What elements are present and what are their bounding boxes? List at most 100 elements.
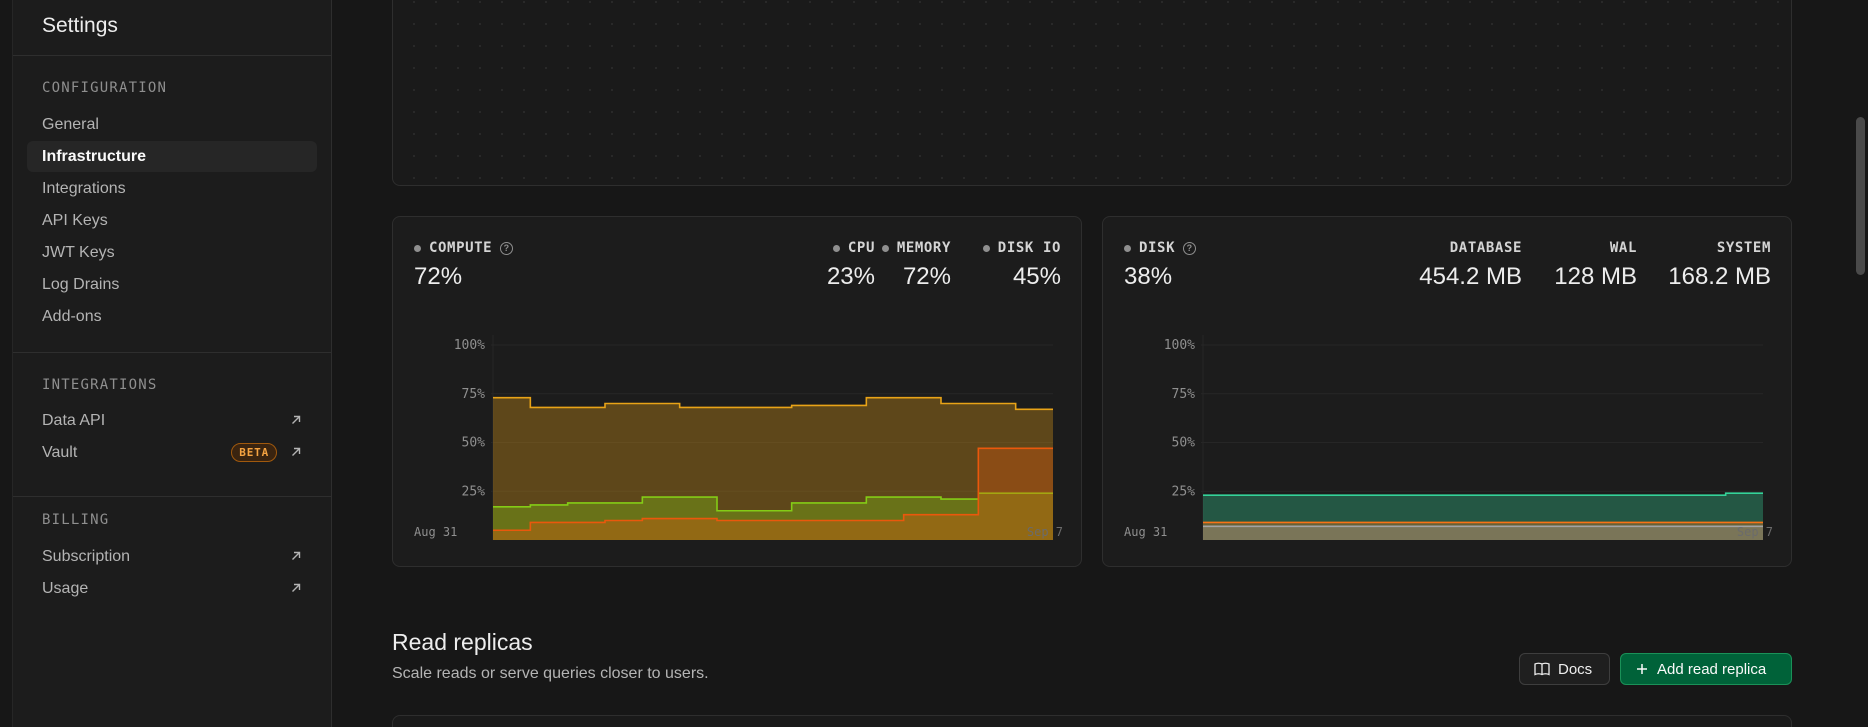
sidebar-item-data-api[interactable]: Data API xyxy=(27,405,317,436)
compute-usage-chart: 100% 75% 50% 25% Aug 31 Sep 7 xyxy=(414,335,1063,540)
series-area-memory xyxy=(493,397,1053,540)
disk-usage-chart: 100% 75% 50% 25% Aug 31 Sep 7 xyxy=(1124,335,1773,540)
external-link-icon xyxy=(292,583,301,592)
series-line-memory xyxy=(493,396,1053,411)
sidebar-item-label: Add-ons xyxy=(42,307,102,325)
docs-button-label: Docs xyxy=(1558,660,1593,678)
disk-label-text: DISK xyxy=(1139,240,1176,256)
x-end-label: Sep 7 xyxy=(1027,525,1063,539)
sidebar-item-add-ons[interactable]: Add-ons xyxy=(27,301,317,332)
legend-dot xyxy=(414,244,421,252)
cpu-value: 23% xyxy=(826,263,875,290)
legend-dot xyxy=(982,244,990,252)
read-replicas-subtitle: Scale reads or serve queries closer to u… xyxy=(392,665,709,682)
x-start-label: Aug 31 xyxy=(1124,525,1167,539)
y-tick-label: 100% xyxy=(1164,338,1195,353)
sidebar-item-subscription[interactable]: Subscription xyxy=(27,541,317,572)
add-read-replica-label: Add read replica xyxy=(1657,660,1767,678)
sidebar-title: Settings xyxy=(42,14,118,37)
database-value: 454.2 MB xyxy=(1419,263,1522,290)
sidebar-item-infrastructure[interactable]: Infrastructure xyxy=(27,141,317,172)
x-end-label: Sep 7 xyxy=(1737,525,1773,539)
sidebar-divider xyxy=(13,352,332,353)
sidebar-item-label: JWT Keys xyxy=(42,243,115,261)
compute-label: COMPUTE ? xyxy=(414,240,514,256)
sidebar-item-general[interactable]: General xyxy=(27,109,317,140)
sidebar-item-jwt-keys[interactable]: JWT Keys xyxy=(27,237,317,268)
y-tick-label: 50% xyxy=(462,436,486,451)
book-icon xyxy=(1534,662,1550,676)
sidebar-item-label: Log Drains xyxy=(42,275,120,293)
compute-usage-card: COMPUTE ? 72% CPU 23% MEMORY 72% DISK IO… xyxy=(392,216,1082,567)
help-icon[interactable]: ? xyxy=(1183,241,1197,255)
system-value: 168.2 MB xyxy=(1668,263,1771,290)
sidebar-item-label: General xyxy=(42,115,99,133)
disk-io-label: DISK IO xyxy=(982,240,1061,256)
series-area-system xyxy=(1203,526,1763,540)
sidebar-item-label: Vault xyxy=(42,443,78,461)
series-area-database xyxy=(1203,493,1763,540)
add-read-replica-button[interactable]: Add read replica xyxy=(1620,653,1792,685)
memory-label-text: MEMORY xyxy=(896,240,951,256)
page-scrollbar[interactable] xyxy=(1850,0,1868,727)
docs-button[interactable]: Docs xyxy=(1519,653,1610,685)
help-icon[interactable]: ? xyxy=(500,241,514,255)
disk-label: DISK ? xyxy=(1124,240,1197,256)
disk-value: 38% xyxy=(1124,263,1173,290)
infrastructure-diagram-panel xyxy=(392,0,1792,186)
y-tick-label: 75% xyxy=(1172,387,1196,402)
sidebar-item-label: Infrastructure xyxy=(42,147,147,165)
sidebar-item-log-drains[interactable]: Log Drains xyxy=(27,269,317,300)
wal-label: WAL xyxy=(1609,240,1637,256)
external-link-icon xyxy=(292,415,301,424)
section-label-integrations: INTEGRATIONS xyxy=(42,377,158,393)
y-tick-label: 75% xyxy=(462,387,486,402)
sidebar-item-label: Usage xyxy=(42,579,89,597)
section-label-configuration: CONFIGURATION xyxy=(42,80,168,96)
sidebar-item-label: Subscription xyxy=(42,547,131,565)
sidebar-item-vault[interactable]: Vault BETA xyxy=(27,437,317,468)
series-area-cpu xyxy=(493,493,1053,540)
series-area-disk_io xyxy=(493,448,1053,540)
plus-icon xyxy=(1637,664,1647,674)
y-tick-label: 50% xyxy=(1172,436,1196,451)
y-tick-label: 25% xyxy=(1172,484,1196,499)
settings-sidebar: Settings CONFIGURATION General Infrastru… xyxy=(12,0,332,727)
section-label-billing: BILLING xyxy=(42,512,110,528)
sidebar-divider xyxy=(13,496,332,497)
sidebar-item-api-keys[interactable]: API Keys xyxy=(27,205,317,236)
memory-label: MEMORY xyxy=(881,240,951,256)
system-label: SYSTEM xyxy=(1716,240,1771,256)
series-line-database xyxy=(1203,492,1763,496)
disk-io-value: 45% xyxy=(1012,263,1061,290)
cpu-label-text: CPU xyxy=(847,240,875,256)
y-tick-label: 100% xyxy=(454,338,485,353)
disk-io-label-text: DISK IO xyxy=(997,240,1061,256)
series-line-cpu xyxy=(493,492,1053,512)
sidebar-item-usage[interactable]: Usage xyxy=(27,573,317,604)
legend-dot xyxy=(832,244,840,252)
read-replicas-panel xyxy=(392,715,1792,727)
sidebar-divider xyxy=(13,55,332,56)
sidebar-item-integrations[interactable]: Integrations xyxy=(27,173,317,204)
read-replicas-title: Read replicas xyxy=(392,629,533,655)
cpu-label: CPU xyxy=(832,240,875,256)
compute-label-text: COMPUTE xyxy=(429,240,493,256)
database-label: DATABASE xyxy=(1449,240,1522,256)
legend-dot xyxy=(1124,244,1131,252)
legend-dot xyxy=(881,244,889,252)
external-link-icon xyxy=(292,447,301,456)
x-start-label: Aug 31 xyxy=(414,525,457,539)
scrollbar-thumb[interactable] xyxy=(1856,117,1865,275)
y-tick-label: 25% xyxy=(462,484,486,499)
beta-badge: BETA xyxy=(231,443,277,462)
disk-usage-card: DISK ? 38% DATABASE 454.2 MB WAL 128 MB … xyxy=(1102,216,1792,567)
sidebar-item-label: API Keys xyxy=(42,211,108,229)
external-link-icon xyxy=(292,551,301,560)
wal-value: 128 MB xyxy=(1554,263,1637,290)
sidebar-item-label: Integrations xyxy=(42,179,126,197)
series-line-disk_io xyxy=(493,447,1053,532)
sidebar-item-label: Data API xyxy=(42,411,106,429)
compute-value: 72% xyxy=(414,263,463,290)
memory-value: 72% xyxy=(902,263,951,290)
